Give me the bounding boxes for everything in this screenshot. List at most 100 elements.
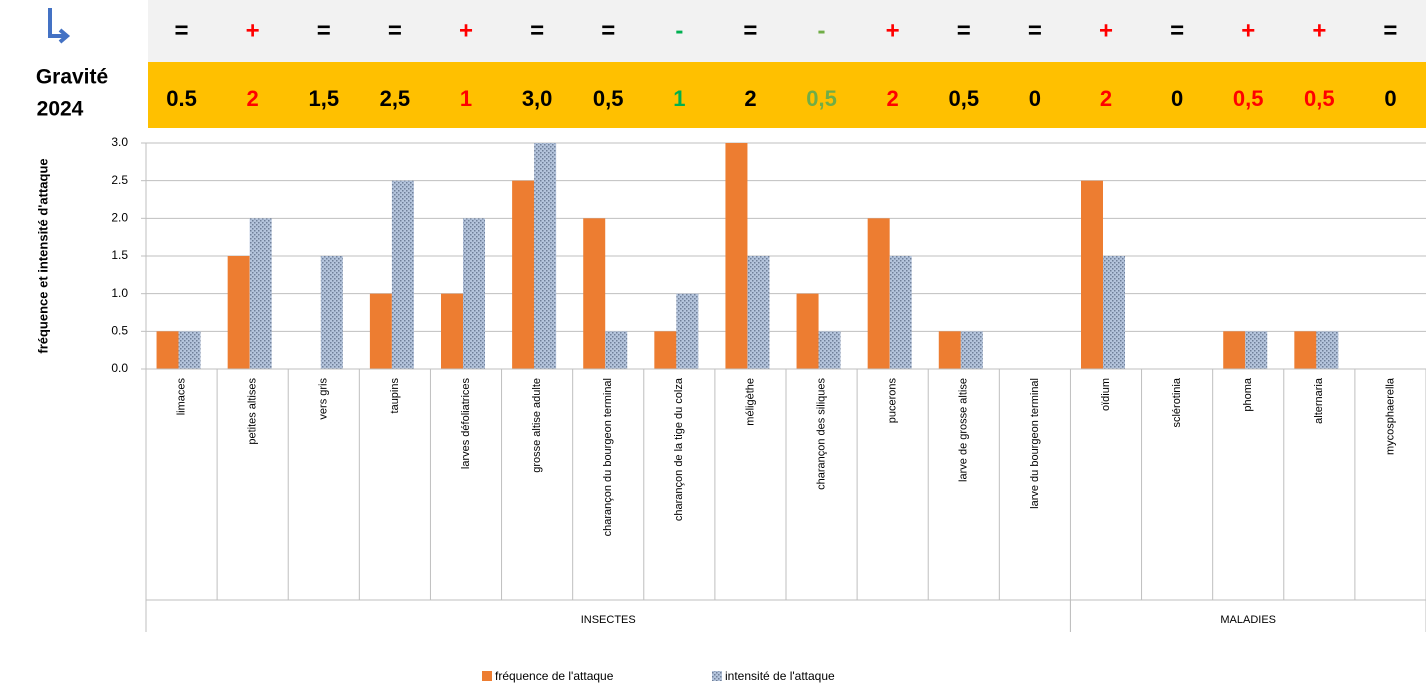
- x-tick-label: charançon du bourgeon terminal: [602, 378, 614, 536]
- trend-symbol: +: [886, 17, 900, 44]
- x-tick-label: larves défoliatrices: [460, 378, 472, 470]
- bar: [1316, 331, 1339, 369]
- bar: [1103, 256, 1125, 369]
- legend-swatch: [482, 671, 492, 681]
- x-tick-label: phoma: [1242, 377, 1254, 412]
- x-tick-label: taupins: [389, 378, 401, 414]
- trend-symbol: =: [957, 17, 971, 44]
- bar: [534, 143, 557, 369]
- group-label: MALADIES: [1220, 614, 1276, 626]
- x-tick-label: grosse altise adulte: [531, 378, 543, 473]
- trend-symbol: =: [530, 17, 544, 44]
- gravity-row-bg: [148, 62, 1426, 128]
- x-tick-label: mycosphaerella: [1384, 377, 1396, 455]
- trend-symbol: =: [175, 17, 189, 44]
- trend-symbol: =: [1170, 17, 1184, 44]
- bar: [1245, 331, 1268, 369]
- x-tick-label: vers gris: [318, 378, 330, 420]
- trend-symbol: =: [1383, 17, 1397, 44]
- x-tick-label: charançon des siliques: [815, 378, 827, 490]
- trend-symbol: +: [1099, 17, 1113, 44]
- x-tick-label: larve de grosse altise: [958, 378, 970, 482]
- x-tick-label: méligèthe: [744, 378, 756, 426]
- gravity-value: 1,5: [308, 86, 339, 111]
- bar: [889, 256, 912, 369]
- x-tick-label: alternaria: [1313, 377, 1325, 424]
- y-tick-label: 0.0: [111, 361, 128, 375]
- bar: [512, 180, 535, 369]
- legend-label: fréquence de l'attaque: [495, 669, 614, 683]
- gravity-value: 0,5: [1233, 86, 1264, 111]
- bar: [1223, 331, 1246, 369]
- bar: [676, 293, 699, 369]
- gravity-value: 1: [460, 86, 472, 111]
- x-tick-label: sclérotinia: [1171, 377, 1183, 427]
- legend-label: intensité de l'attaque: [725, 669, 835, 683]
- gravity-value: 2,5: [380, 86, 411, 111]
- bar: [1081, 180, 1103, 369]
- bar: [867, 218, 890, 369]
- bar: [369, 293, 392, 369]
- x-tick-label: larve du bourgeon terminal: [1029, 378, 1041, 509]
- bar: [463, 218, 485, 369]
- bar: [747, 256, 770, 369]
- bar: [654, 331, 677, 369]
- gravity-value: 0: [1384, 86, 1396, 111]
- trend-symbol: -: [675, 17, 683, 44]
- trend-symbol: =: [601, 17, 615, 44]
- bar: [320, 256, 343, 369]
- gravity-value: 0,5: [806, 86, 837, 111]
- bar: [583, 218, 606, 369]
- bar: [938, 331, 961, 369]
- y-tick-label: 2.5: [111, 173, 128, 187]
- y-tick-label: 1.5: [111, 248, 128, 262]
- x-tick-label: pucerons: [887, 378, 899, 424]
- bar: [796, 293, 819, 369]
- gravity-value: 2: [744, 86, 756, 111]
- gravity-value: 3,0: [522, 86, 553, 111]
- bar: [249, 218, 272, 369]
- trend-symbol: +: [459, 17, 473, 44]
- year-label: 2024: [37, 98, 84, 121]
- bar: [156, 331, 179, 369]
- gravity-value: 0: [1171, 86, 1183, 111]
- x-tick-label: limaces: [175, 378, 187, 416]
- gravity-value: 1: [673, 86, 685, 111]
- legend-swatch: [712, 671, 722, 681]
- bar: [605, 331, 628, 369]
- y-tick-label: 0.5: [111, 324, 128, 338]
- y-tick-label: 1.0: [111, 286, 128, 300]
- gravity-label: Gravité: [36, 66, 108, 89]
- gravity-value: 0,5: [593, 86, 624, 111]
- trend-symbol: =: [743, 17, 757, 44]
- bar: [1294, 331, 1317, 369]
- bar: [227, 256, 250, 369]
- trend-symbol: =: [388, 17, 402, 44]
- gravity-value: 0.5: [166, 86, 197, 111]
- trend-symbol: +: [1312, 17, 1326, 44]
- bar: [178, 331, 201, 369]
- arrow-icon: [48, 8, 71, 44]
- gravity-value: 0,5: [1304, 86, 1335, 111]
- bar: [818, 331, 841, 369]
- trend-symbol: =: [1028, 17, 1042, 44]
- x-tick-label: petites altises: [247, 378, 259, 445]
- x-tick-label: oïdium: [1100, 378, 1112, 411]
- gravity-value: 0: [1029, 86, 1041, 111]
- trend-symbol: +: [1241, 17, 1255, 44]
- y-tick-label: 2.0: [111, 211, 128, 225]
- gravity-value: 2: [247, 86, 259, 111]
- trend-symbol: -: [818, 17, 826, 44]
- x-tick-label: charançon de la tige du colza: [673, 377, 685, 521]
- gravity-value: 2: [887, 86, 899, 111]
- gravity-value: 0,5: [948, 86, 979, 111]
- group-label: INSECTES: [581, 614, 636, 626]
- bar: [441, 293, 463, 369]
- gravity-value: 2: [1100, 86, 1112, 111]
- trend-symbol: =: [317, 17, 331, 44]
- trend-row-bg: [148, 0, 1426, 62]
- bar: [725, 143, 748, 369]
- y-axis-label: fréquence et intensité d'attaque: [35, 158, 50, 353]
- y-tick-label: 3.0: [111, 135, 128, 149]
